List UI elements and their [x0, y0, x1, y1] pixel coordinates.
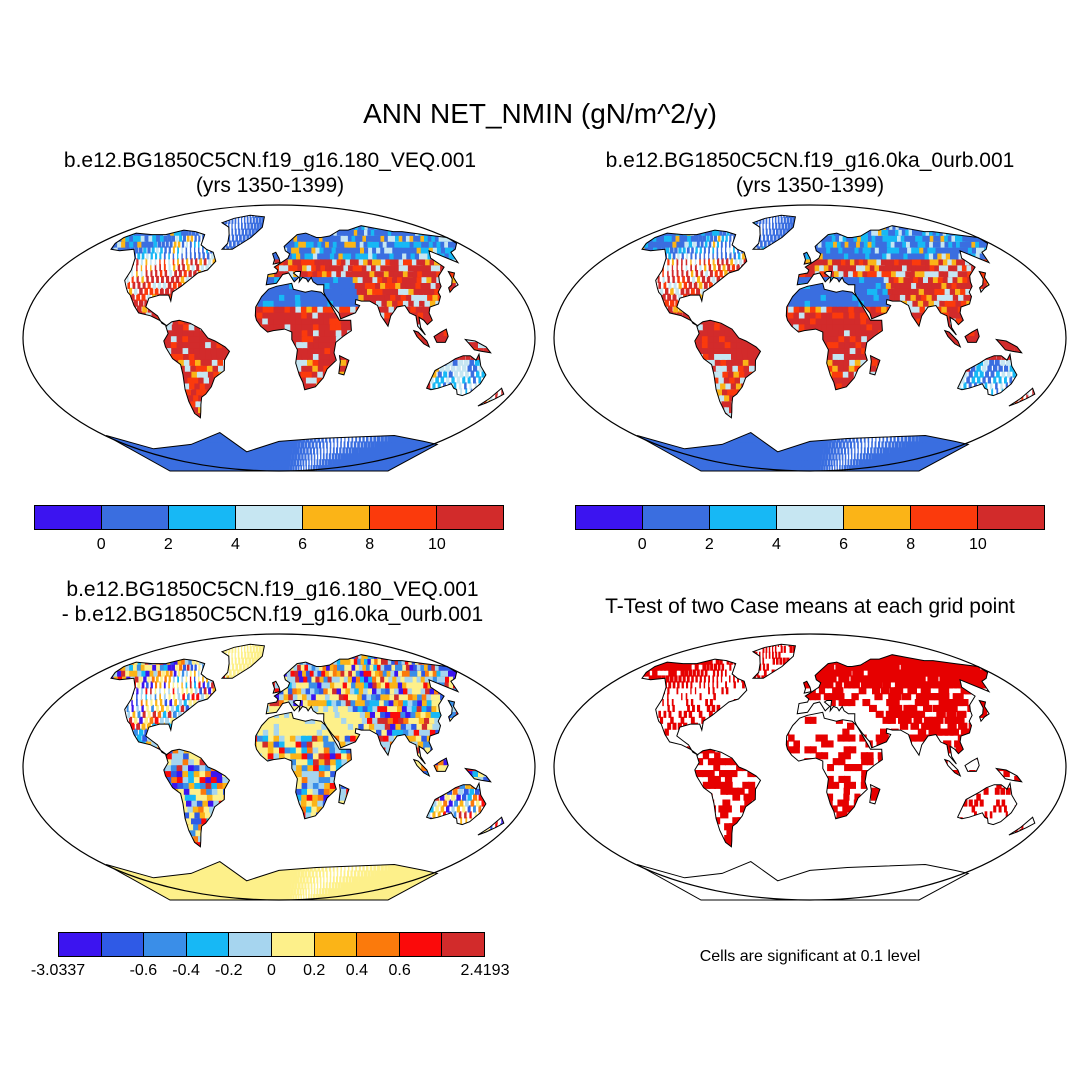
panel-case2-title-line1: b.e12.BG1850C5CN.f19_g16.0ka_0urb.001: [605, 149, 1015, 172]
colorbar-swatch: [437, 506, 503, 529]
map-border: [22, 204, 536, 472]
significance-note: Cells are significant at 0.1 level: [699, 948, 921, 965]
map-border: [22, 633, 536, 901]
difference-map: [22, 633, 536, 901]
colorbar-tick-label: 0.2: [303, 962, 326, 979]
panel-case2-title-line2: (yrs 1350-1399): [735, 174, 885, 197]
colorbar-swatch: [357, 933, 400, 956]
colorbar-tick-label: 10: [427, 536, 446, 553]
ocean-background: [554, 634, 1066, 900]
colorbar-tick-label: -3.0337: [30, 962, 86, 979]
colorbar-tick-label: 4: [771, 536, 781, 553]
figure-title: ANN NET_NMIN (gN/m^2/y): [363, 98, 717, 129]
colorbar-tick-label: -0.4: [172, 962, 200, 979]
colorbar-swatch: [442, 933, 484, 956]
colorbar-tick-label: 0: [267, 962, 276, 979]
coastlines: [105, 214, 505, 472]
case1-colorbar: [34, 505, 504, 530]
coastlines: [636, 214, 1036, 472]
colorbar-swatch: [844, 506, 911, 529]
panel-diff-title: b.e12.BG1850C5CN.f19_g16.180_VEQ.001 - b…: [0, 577, 545, 627]
map-border: [553, 204, 1067, 472]
colorbar-swatch: [102, 506, 169, 529]
ocean-background: [554, 205, 1066, 471]
colorbar-swatch: [978, 506, 1044, 529]
ttest-map: [553, 633, 1067, 901]
colorbar-tick-label: 2: [163, 536, 173, 553]
colorbar-swatch: [229, 933, 272, 956]
colorbar-swatch: [35, 506, 102, 529]
colorbar-swatch: [236, 506, 303, 529]
colorbar-tick-label: 0: [637, 536, 647, 553]
colorbar-swatch: [59, 933, 102, 956]
colorbar-swatch: [911, 506, 978, 529]
colorbar-swatch: [710, 506, 777, 529]
colorbar-swatch: [144, 933, 187, 956]
colorbar-swatch: [186, 933, 230, 956]
panel-ttest-title: T-Test of two Case means at each grid po…: [605, 595, 1015, 618]
difference-colorbar: [58, 932, 485, 957]
colorbar-tick-label: 0.6: [388, 962, 411, 979]
case2-map: [553, 204, 1067, 472]
panel-diff-title-line1: b.e12.BG1850C5CN.f19_g16.180_VEQ.001: [66, 578, 479, 601]
colorbar-tick-label: 0.4: [345, 962, 369, 979]
colorbar-tick-label: 8: [365, 536, 375, 553]
colorbar-swatch: [169, 506, 236, 529]
colorbar-tick-label: 4: [230, 536, 240, 553]
colorbar-swatch: [576, 506, 643, 529]
colorbar-swatch: [101, 933, 145, 956]
colorbar-tick-label: 10: [968, 536, 987, 553]
colorbar-tick-label: 2.4193: [460, 962, 510, 979]
colorbar-tick-label: 6: [298, 536, 308, 553]
colorbar-swatch: [370, 506, 437, 529]
panel-case1-title-line2: (yrs 1350-1399): [195, 174, 345, 197]
colorbar-tick-label: 8: [906, 536, 916, 553]
colorbar-tick-label: 0: [96, 536, 106, 553]
panel-case1-title: b.e12.BG1850C5CN.f19_g16.180_VEQ.001 (yr…: [0, 148, 540, 198]
colorbar-swatch: [777, 506, 844, 529]
ocean-background: [23, 205, 535, 471]
ocean-background: [23, 634, 535, 900]
coastlines: [105, 643, 505, 901]
panel-diff-title-line2: - b.e12.BG1850C5CN.f19_g16.0ka_0urb.001: [61, 603, 484, 626]
colorbar-swatch: [271, 933, 315, 956]
panel-case1-title-line1: b.e12.BG1850C5CN.f19_g16.180_VEQ.001: [63, 149, 477, 172]
colorbar-tick-label: -0.6: [129, 962, 158, 979]
colorbar-swatch: [314, 933, 358, 956]
colorbar-tick-label: -0.2: [215, 962, 243, 979]
case1-map: [22, 204, 536, 472]
colorbar-swatch: [303, 506, 370, 529]
map-border: [553, 633, 1067, 901]
colorbar-tick-label: 2: [704, 536, 714, 553]
coastlines: [636, 643, 1036, 901]
panel-case2-title: b.e12.BG1850C5CN.f19_g16.0ka_0urb.001 (y…: [540, 148, 1080, 198]
colorbar-swatch: [399, 933, 443, 956]
colorbar-swatch: [643, 506, 710, 529]
colorbar-tick-label: 6: [839, 536, 849, 553]
case2-colorbar: [575, 505, 1045, 530]
